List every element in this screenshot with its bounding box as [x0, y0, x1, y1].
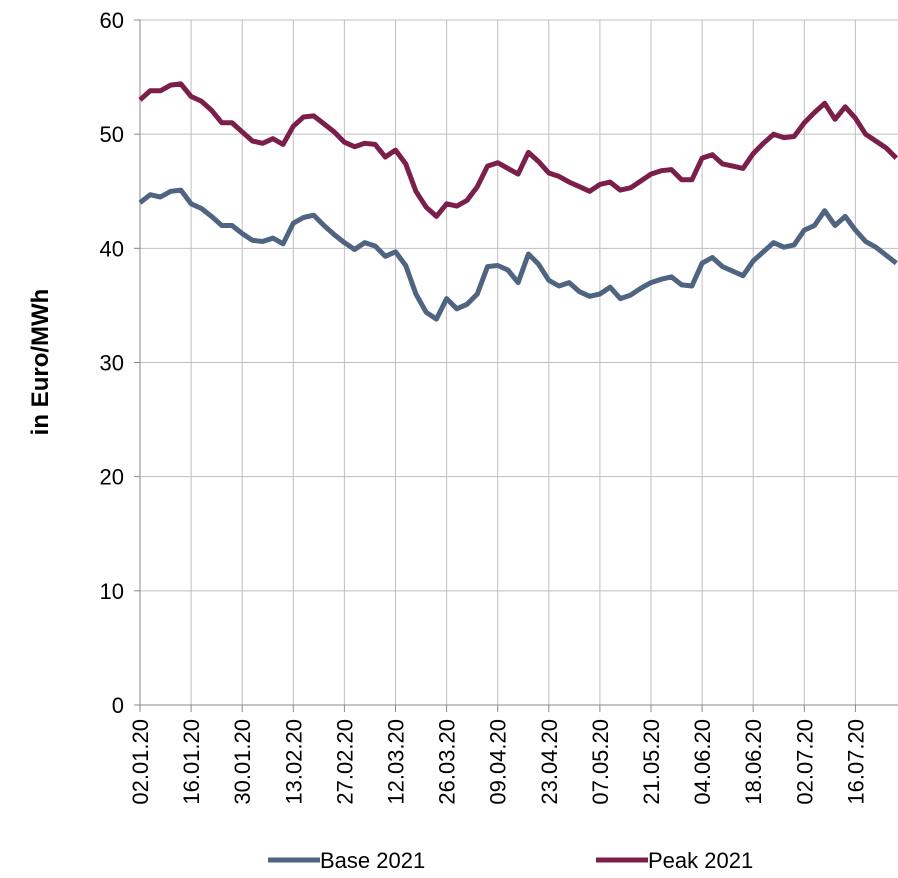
x-tick-label: 16.07.20: [843, 719, 868, 805]
x-tick-label: 21.05.20: [639, 719, 664, 805]
x-tick-label: 02.01.20: [128, 719, 153, 805]
y-axis-label: in Euro/MWh: [27, 289, 54, 436]
x-tick-label: 18.06.20: [741, 719, 766, 805]
legend-label: Peak 2021: [648, 848, 753, 873]
y-tick-label: 10: [100, 579, 124, 604]
x-tick-label: 30.01.20: [230, 719, 255, 805]
x-tick-label: 09.04.20: [486, 719, 511, 805]
x-tick-label: 12.03.20: [384, 719, 409, 805]
y-tick-label: 40: [100, 236, 124, 261]
x-tick-label: 04.06.20: [690, 719, 715, 805]
legend-label: Base 2021: [320, 848, 425, 873]
x-tick-label: 02.07.20: [792, 719, 817, 805]
x-tick-label: 26.03.20: [435, 719, 460, 805]
y-tick-label: 50: [100, 122, 124, 147]
y-tick-label: 20: [100, 465, 124, 490]
x-tick-label: 27.02.20: [332, 719, 357, 805]
x-tick-label: 16.01.20: [179, 719, 204, 805]
y-tick-label: 60: [100, 8, 124, 33]
y-tick-label: 0: [112, 693, 124, 718]
x-tick-label: 23.04.20: [537, 719, 562, 805]
x-tick-label: 07.05.20: [588, 719, 613, 805]
y-tick-label: 30: [100, 351, 124, 376]
line-series: [138, 187, 898, 322]
x-tick-label: 13.02.20: [281, 719, 306, 805]
line-series: [138, 81, 898, 219]
